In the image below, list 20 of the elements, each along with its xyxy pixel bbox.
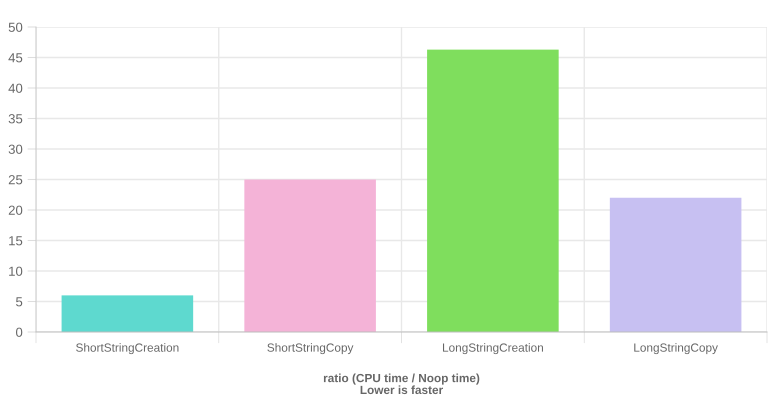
x-tick-label: ShortStringCreation (76, 343, 178, 354)
y-tick-label: 25 (8, 175, 22, 184)
x-axis-title: ratio (CPU time / Noop time) Lower is faster (324, 374, 480, 394)
y-tick-label: 40 (8, 84, 22, 93)
y-tick-label: 50 (8, 22, 22, 32)
bar (244, 180, 376, 332)
x-tick-label: ShortStringCopy (267, 343, 354, 354)
y-tick-label: 15 (9, 236, 22, 246)
y-tick-label: 5 (16, 297, 22, 306)
y-tick-label: 0 (16, 328, 22, 337)
bar (62, 295, 194, 332)
x-tick-label: LongStringCopy (634, 343, 718, 354)
y-tick-label: 30 (8, 144, 22, 154)
y-tick-label: 45 (8, 53, 22, 62)
y-tick-label: 10 (9, 266, 22, 276)
y-tick-label: 20 (8, 206, 22, 215)
y-tick-label: 35 (8, 114, 22, 124)
bar (427, 50, 559, 332)
bar (610, 198, 742, 332)
x-tick-label: LongStringCreation (442, 343, 543, 354)
